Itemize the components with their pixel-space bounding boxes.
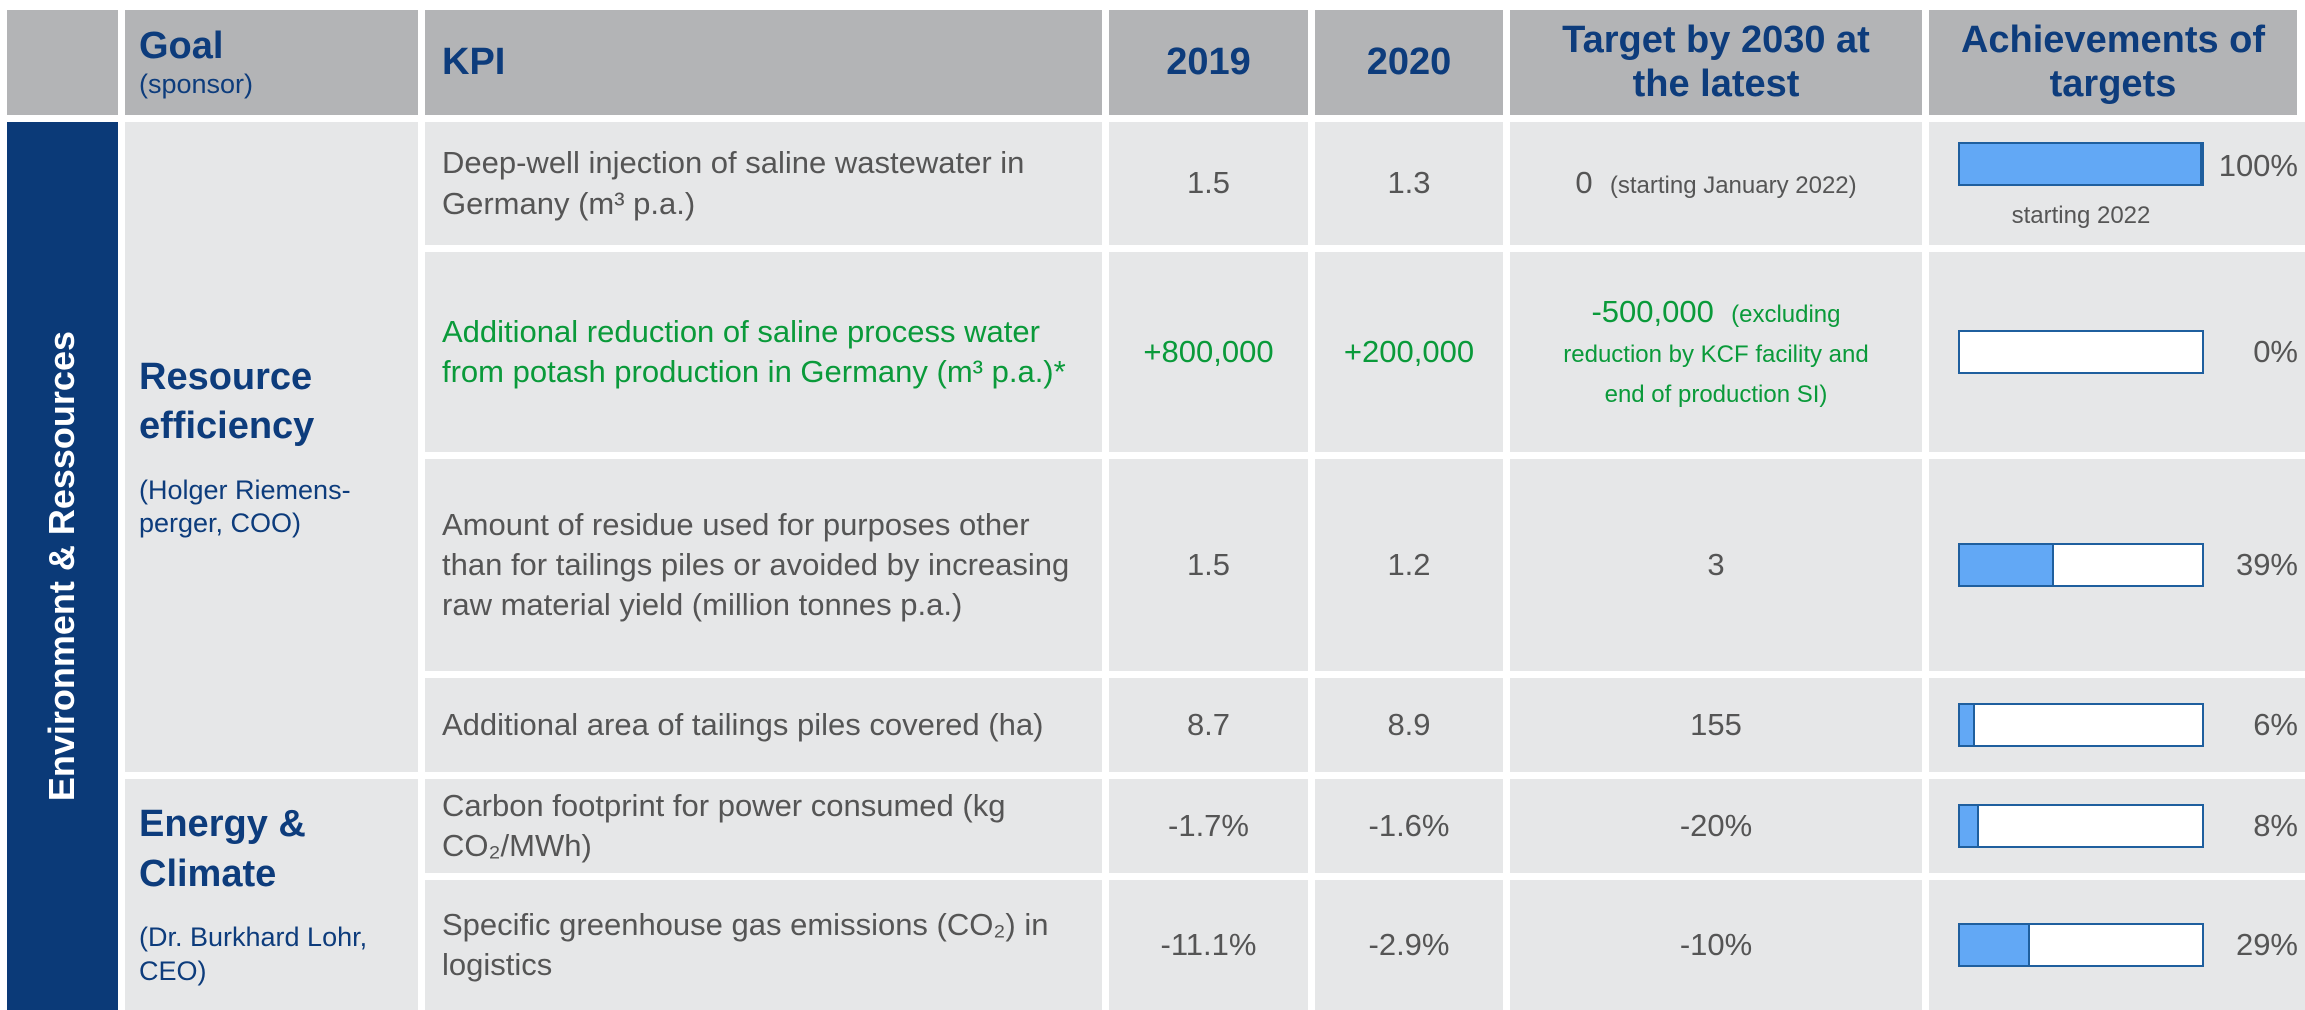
- target-wrap: -10%: [1680, 925, 1752, 965]
- kpi-cell: Deep-well injection of saline wastewater…: [425, 122, 1102, 245]
- achievement-cell: 39%: [1929, 459, 2305, 671]
- achievement-label: 0%: [2253, 333, 2298, 369]
- achievement-label: 39%: [2235, 546, 2298, 582]
- target-value: 3: [1707, 546, 1725, 582]
- value-2019: -1.7%: [1109, 779, 1308, 873]
- achievement-cell: 6%: [1929, 678, 2305, 772]
- achievement-label: 100%: [2218, 148, 2298, 183]
- progress-bar: [1958, 923, 2204, 967]
- kpi-cell: Specific greenhouse gas emissions (CO₂) …: [425, 880, 1102, 1010]
- target-wrap: -500,000 (excluding reduction by KCF fac…: [1540, 292, 1892, 413]
- kpi-cell: Amount of residue used for purposes othe…: [425, 459, 1102, 671]
- value-2019: 8.7: [1109, 678, 1308, 772]
- achievement-cell: 0%: [1929, 252, 2305, 452]
- header-2019: 2019: [1109, 10, 1308, 115]
- target-wrap: 155: [1690, 705, 1742, 745]
- achievement-label: 29%: [2235, 926, 2298, 962]
- goal-sponsor: (Holger Riemens-perger, COO): [139, 474, 351, 539]
- goal-name: Resource efficiency: [139, 355, 315, 448]
- progress-bar: [1958, 142, 2204, 186]
- header-goal-sub: (sponsor): [139, 68, 254, 99]
- achievement-cell: 8%: [1929, 779, 2305, 873]
- achievement-cell: 100% starting 2022: [1929, 122, 2305, 245]
- target-cell: 3: [1510, 459, 1922, 671]
- target-cell: -20%: [1510, 779, 1922, 873]
- target-wrap: -20%: [1680, 806, 1752, 846]
- value-2020: 8.9: [1315, 678, 1503, 772]
- achievement-cell: 29%: [1929, 880, 2305, 1010]
- category-label: Environment & Ressources: [41, 330, 83, 802]
- kpi-table: Goal (sponsor) KPI 2019 2020 Target by 2030 a…: [7, 10, 2305, 1010]
- value-2019: 1.5: [1109, 459, 1308, 671]
- header-goal: Goal (sponsor): [125, 10, 418, 115]
- value-2020: 1.3: [1315, 122, 1503, 245]
- progress-fill: [1960, 144, 2202, 184]
- progress-fill: [1960, 545, 2055, 585]
- progress-fill: [1960, 806, 1980, 846]
- kpi-cell: Additional area of tailings piles covere…: [425, 678, 1102, 772]
- goal-cell: Resource efficiency (Holger Riemens-perge…: [125, 122, 418, 772]
- target-wrap: 3: [1707, 545, 1724, 585]
- header-goal-title: Goal: [139, 25, 224, 68]
- progress-bar: [1958, 804, 2204, 848]
- value-2020: -2.9%: [1315, 880, 1503, 1010]
- value-2019: 1.5: [1109, 122, 1308, 245]
- header-target: Target by 2030 at the latest: [1510, 10, 1922, 115]
- progress-fill: [1960, 925, 2031, 965]
- target-value: -500,000: [1591, 293, 1714, 329]
- target-value: 155: [1690, 706, 1742, 742]
- progress-fill: [1960, 705, 1975, 745]
- category-cell: Environment & Ressources: [7, 122, 118, 1010]
- value-2020: 1.2: [1315, 459, 1503, 671]
- header-achievement: Achievements of targets: [1929, 10, 2297, 115]
- kpi-cell: Carbon footprint for power consumed (kg …: [425, 779, 1102, 873]
- header-kpi: KPI: [425, 10, 1102, 115]
- progress-bar: [1958, 703, 2204, 747]
- goal-sponsor: (Dr. Burkhard Lohr, CEO): [139, 922, 368, 986]
- target-cell: -500,000 (excluding reduction by KCF fac…: [1510, 252, 1922, 452]
- kpi-cell: Additional reduction of saline process w…: [425, 252, 1102, 452]
- target-cell: 0 (starting January 2022): [1510, 122, 1922, 245]
- header-blank: [7, 10, 118, 115]
- progress-bar: [1958, 543, 2204, 587]
- goal-name: Energy & Climate: [139, 803, 306, 895]
- target-note: (starting January 2022): [1609, 172, 1857, 200]
- achievement-label: 6%: [2253, 706, 2298, 742]
- value-2019: +800,000: [1109, 252, 1308, 452]
- target-cell: 155: [1510, 678, 1922, 772]
- value-2020: +200,000: [1315, 252, 1503, 452]
- target-note: (excluding reduction by KCF facility and…: [1563, 300, 1869, 409]
- value-2020: -1.6%: [1315, 779, 1503, 873]
- target-value: 0: [1575, 165, 1593, 201]
- header-2020: 2020: [1315, 10, 1503, 115]
- achievement-note: starting 2022: [2011, 202, 2151, 229]
- target-cell: -10%: [1510, 880, 1922, 1010]
- target-value: -10%: [1679, 926, 1753, 962]
- achievement-label: 8%: [2253, 807, 2298, 843]
- progress-bar: [1958, 330, 2204, 374]
- value-2019: -11.1%: [1109, 880, 1308, 1010]
- target-wrap: 0 (starting January 2022): [1575, 163, 1856, 203]
- goal-cell: Energy & Climate (Dr. Burkhard Lohr, CEO): [125, 779, 418, 1010]
- target-value: -20%: [1679, 807, 1753, 843]
